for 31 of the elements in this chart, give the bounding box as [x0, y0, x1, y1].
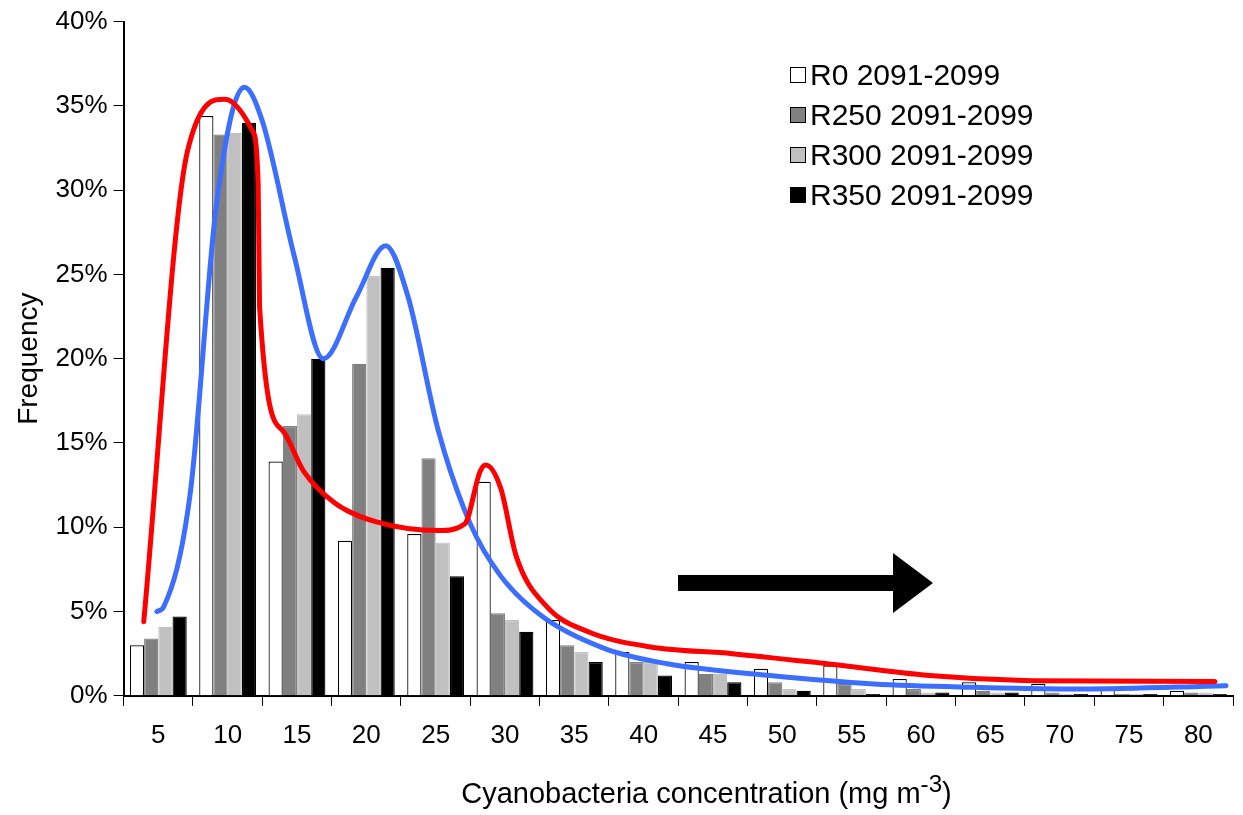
x-tick-label: 10: [213, 718, 243, 749]
x-tick-label: 65: [975, 718, 1005, 749]
x-tick-label: 70: [1045, 718, 1075, 749]
legend-label: R0 2091-2099: [810, 58, 1001, 92]
x-tick-label: 20: [351, 718, 381, 749]
legend-label: R350 2091-2099: [810, 178, 1034, 212]
y-tick-label: 0%: [70, 678, 108, 709]
x-tick-label: 50: [767, 718, 797, 749]
x-tick-label: 60: [906, 718, 936, 749]
y-tick-label: 35%: [55, 89, 108, 120]
y-tick-label: 20%: [55, 341, 108, 372]
y-tick-label: 10%: [55, 510, 108, 541]
x-tick-label: 15: [282, 718, 312, 749]
legend-label: R250 2091-2099: [810, 98, 1034, 132]
x-tick-label: 40: [629, 718, 659, 749]
x-tick-label: 30: [490, 718, 520, 749]
x-tick-label: 80: [1183, 718, 1213, 749]
y-tick-label: 5%: [70, 594, 108, 625]
y-axis-title: Frequency: [11, 292, 43, 425]
x-tick-label: 5: [151, 718, 166, 749]
x-tick-label: 25: [421, 718, 451, 749]
legend-label: R300 2091-2099: [810, 138, 1034, 172]
x-tick-label: 55: [837, 718, 867, 749]
x-tick-label: 75: [1114, 718, 1144, 749]
x-axis-title: Cyanobacteria concentration (mg m$^{-3}$): [460, 770, 953, 810]
x-tick-label: 45: [698, 718, 728, 749]
x-tick-label: 35: [559, 718, 589, 749]
y-tick-label: 25%: [55, 257, 108, 288]
y-tick-label: 15%: [55, 426, 108, 457]
y-tick-label: 40%: [55, 4, 108, 35]
y-tick-label: 30%: [55, 173, 108, 204]
